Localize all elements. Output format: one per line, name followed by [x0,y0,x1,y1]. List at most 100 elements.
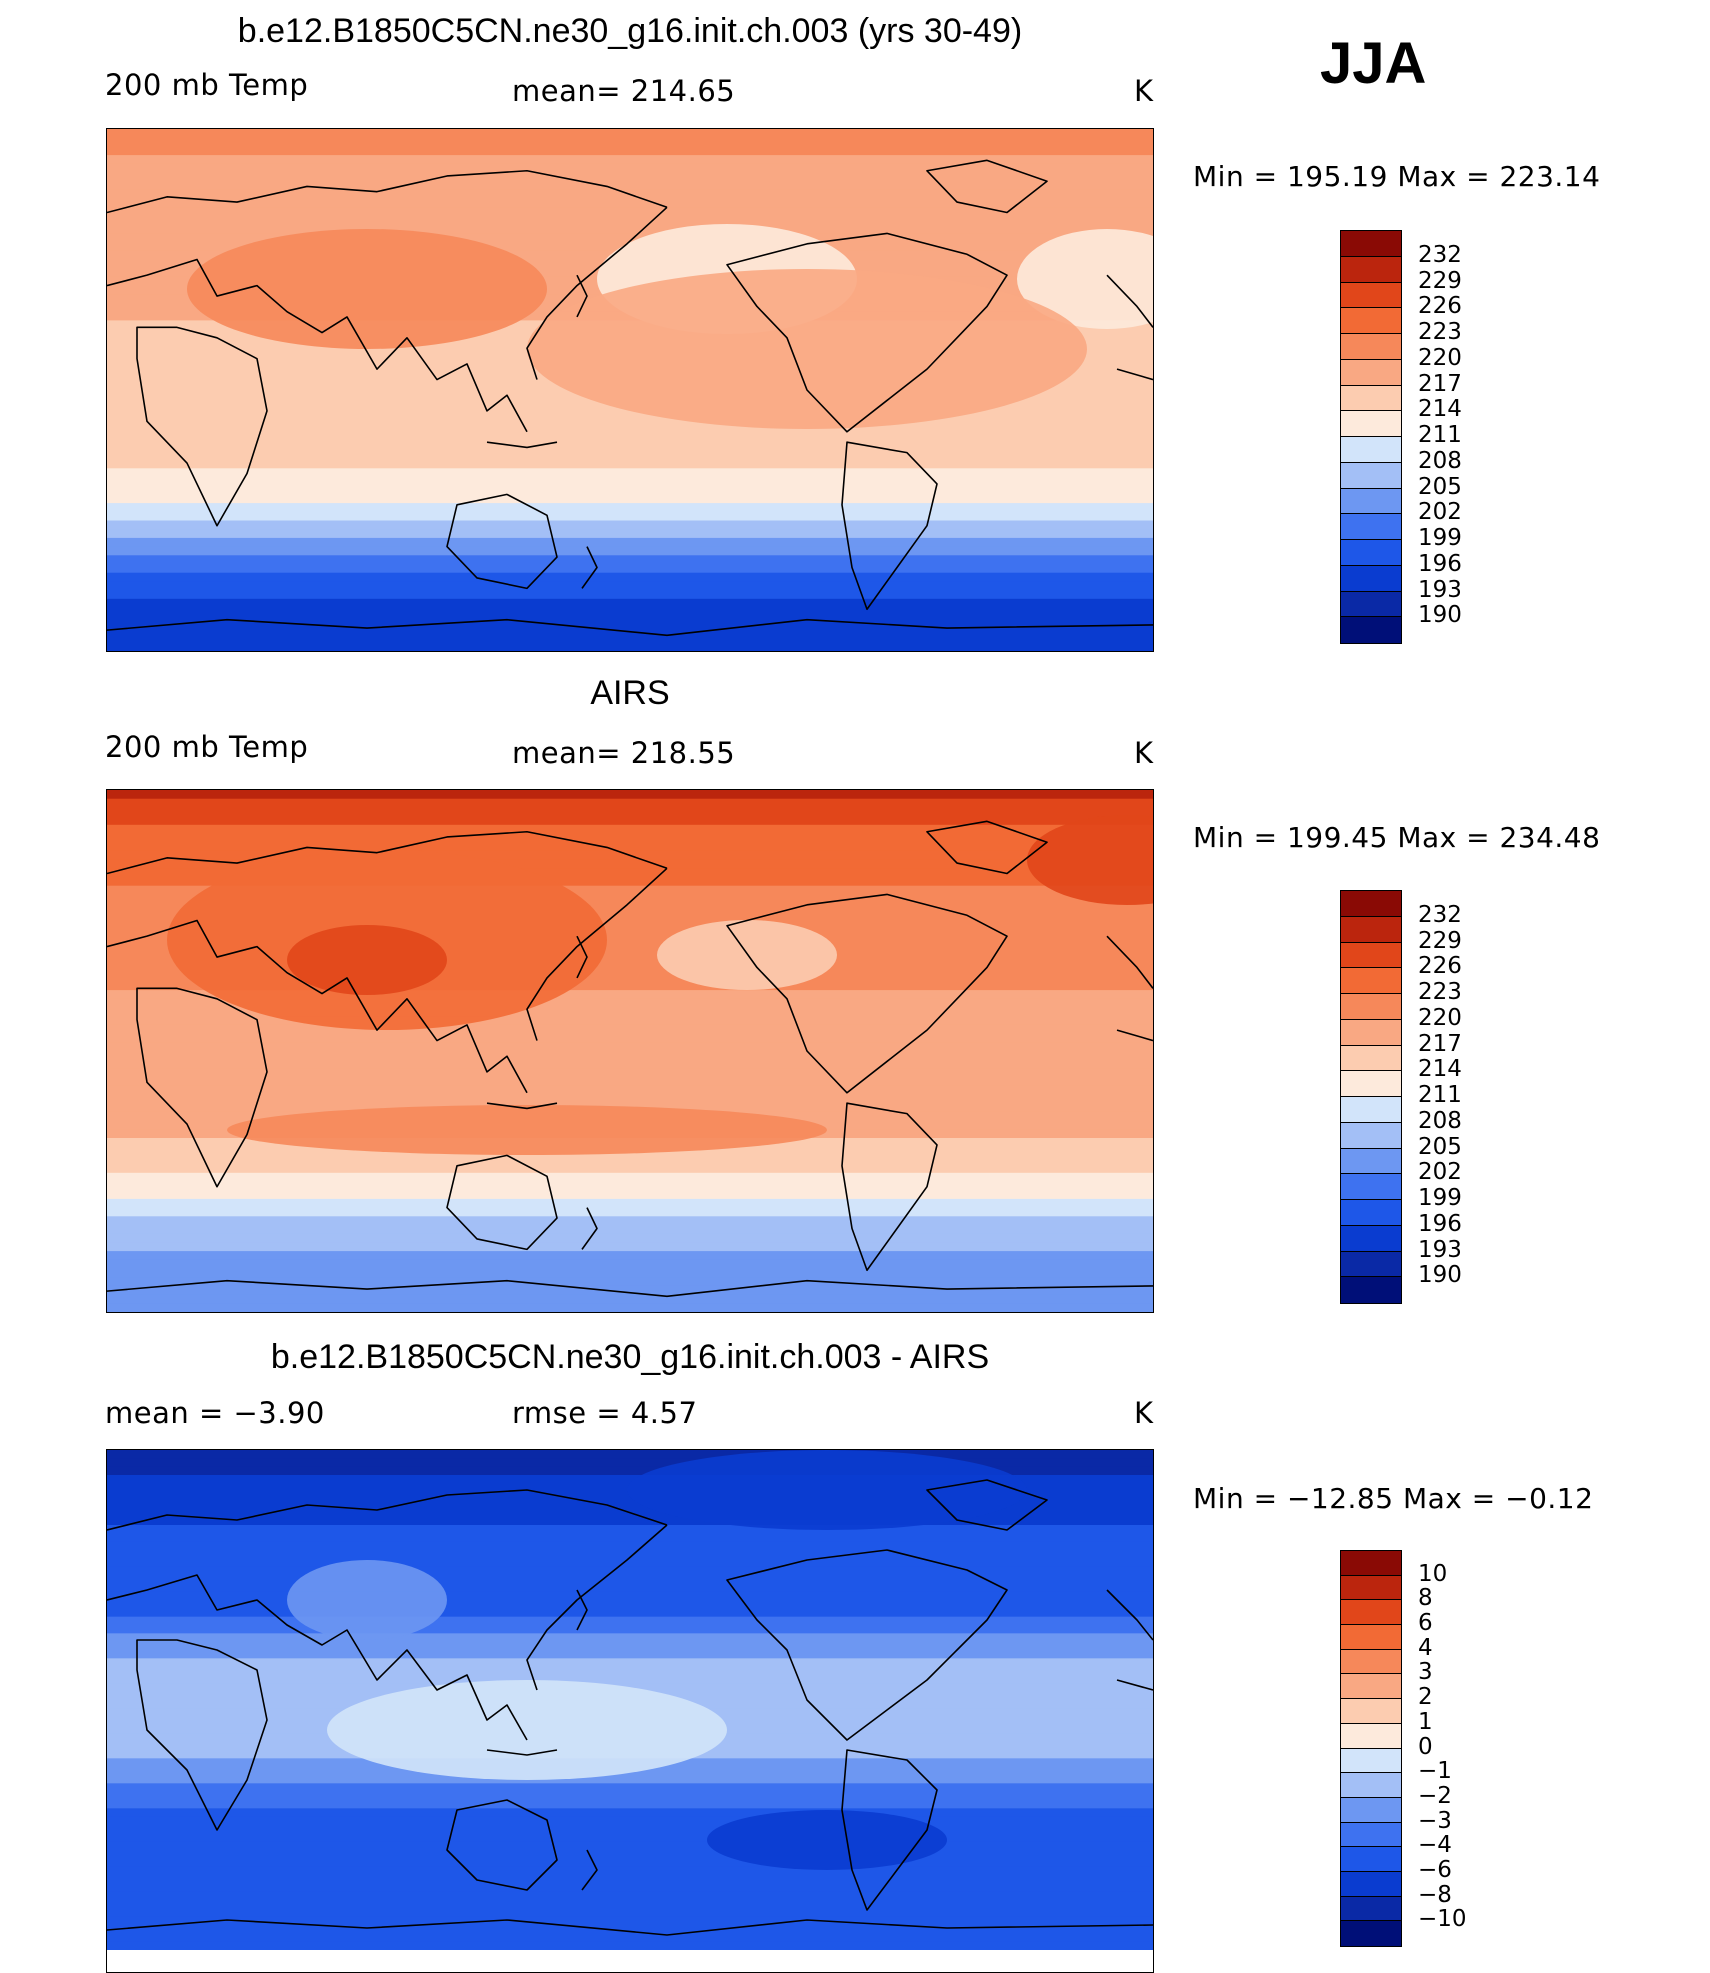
zonal-band [107,572,1153,583]
coastline-path [1117,1030,1153,1040]
zonal-band [107,416,1153,426]
panel-3-unit-label: K [1134,1396,1154,1430]
zonal-band [107,1625,1153,1635]
zonal-band [107,816,1153,826]
panel-2-map-svg [107,790,1153,1312]
coastline-path [582,1850,597,1890]
coastline-path [577,275,587,317]
zonal-band [107,564,1153,574]
zonal-band [107,1225,1153,1235]
colorbar-box [1341,1225,1401,1252]
zonal-band [107,1516,1153,1526]
colorbar-box [1341,359,1401,386]
colorbar-tick-label: −6 [1418,1856,1452,1883]
colorbar-tick-label: 229 [1418,267,1462,294]
coastline-path [527,207,667,379]
zonal-band [107,1077,1153,1087]
coastline-path [727,894,1007,1092]
panel-1-unit-label: K [1134,74,1154,108]
coastlines [107,160,1153,635]
zonal-band [107,955,1153,965]
panel-3-mean-label: mean = −3.90 [105,1396,325,1430]
coastline-path [1117,1680,1153,1690]
panel-3-colorbar-labels: 10 8 6 4 3 2 1 0 −1 −2 −3 −4 −6 −8 −10 [1418,1550,1498,1945]
zonal-band [107,1841,1153,1851]
colorbar-box [1341,231,1401,257]
zonal-band [107,555,1153,565]
panel-2-title: AIRS [590,674,670,712]
zonal-band [107,450,1153,461]
colorbar-tick-label: −1 [1418,1758,1452,1785]
colorbar-tick-label: 205 [1418,473,1462,500]
zonal-band [107,198,1153,209]
coastline-path [107,1490,667,1530]
colorbar-box [1341,1871,1401,1897]
colorbar-box [1341,1921,1401,1946]
coastline-path [582,547,597,589]
colorbar-box [1341,411,1401,437]
colorbar-tick-label: 211 [1418,422,1462,448]
zonal-band [107,616,1153,626]
zonal-band [107,1051,1153,1061]
colorbar-box [1341,1896,1401,1922]
colorbar-box [1341,1797,1401,1823]
colorbar-tick-label: 202 [1418,1159,1462,1186]
colorbar-box [1341,916,1401,943]
zonal-band [107,581,1153,592]
zonal-band [107,911,1153,922]
zonal-band [107,529,1153,539]
zonal-band [107,1233,1153,1244]
zonal-band [107,1016,1153,1026]
panel-2-minmax: Min = 199.45 Max = 234.48 [1193,821,1601,854]
colorbar-tick-label: 3 [1418,1659,1433,1686]
zonal-band [107,1850,1153,1860]
colorbar-tick-label: 196 [1418,550,1462,577]
colorbar-tick-label: 226 [1418,953,1462,980]
anomaly-region [187,229,547,349]
coastline-path [577,936,587,978]
zonal-band [107,1916,1153,1926]
zonal-band [107,1475,1153,1485]
colorbar-tick-label: 232 [1418,241,1462,268]
colorbar-tick-label: −2 [1418,1782,1452,1809]
zonal-band [107,1242,1153,1253]
colorbar-tick-label: 226 [1418,293,1462,320]
zonal-band [107,1941,1153,1950]
zonal-band [107,181,1153,191]
colorbar-tick-label: 2 [1418,1684,1433,1711]
anomaly-region [1017,229,1153,329]
coastline-path [107,1575,527,1740]
anomaly-region [327,1680,727,1780]
zonal-band [107,590,1153,600]
zonal-band [107,833,1153,844]
colorbar-box [1341,1723,1401,1749]
zonal-band [107,1666,1153,1676]
zonal-band [107,1600,1153,1610]
colorbar-box [1341,437,1401,463]
colorbar-tick-label: 4 [1418,1634,1433,1661]
panel-2-variable-label: 200 mb Temp [105,730,309,764]
panel-3-rmse-label: rmse = 4.57 [512,1396,698,1430]
coastline-path [137,1640,267,1830]
zonal-band [107,407,1153,418]
coastline-path [107,921,527,1093]
colorbar-tick-label: 217 [1418,1030,1462,1057]
colorbar-box [1341,1822,1401,1848]
coastline-path [107,620,1153,636]
zonal-band [107,1866,1153,1876]
zonal-band [107,624,1153,635]
zonal-band [107,129,1153,139]
colorbar-box [1341,1071,1401,1097]
coastline-path [107,1281,1153,1297]
zonal-band [107,929,1153,939]
coastline-path [527,1525,667,1690]
colorbar-tick-label: 196 [1418,1210,1462,1237]
zonal-band [107,233,1153,244]
colorbar-box [1341,617,1401,643]
colorbar-box [1341,488,1401,515]
coastline-path [1107,1590,1153,1640]
zonal-band [107,1641,1153,1651]
coastline-path [107,260,527,432]
panel-1-mean-label: mean= 214.65 [512,74,736,108]
zonal-band [107,998,1153,1009]
